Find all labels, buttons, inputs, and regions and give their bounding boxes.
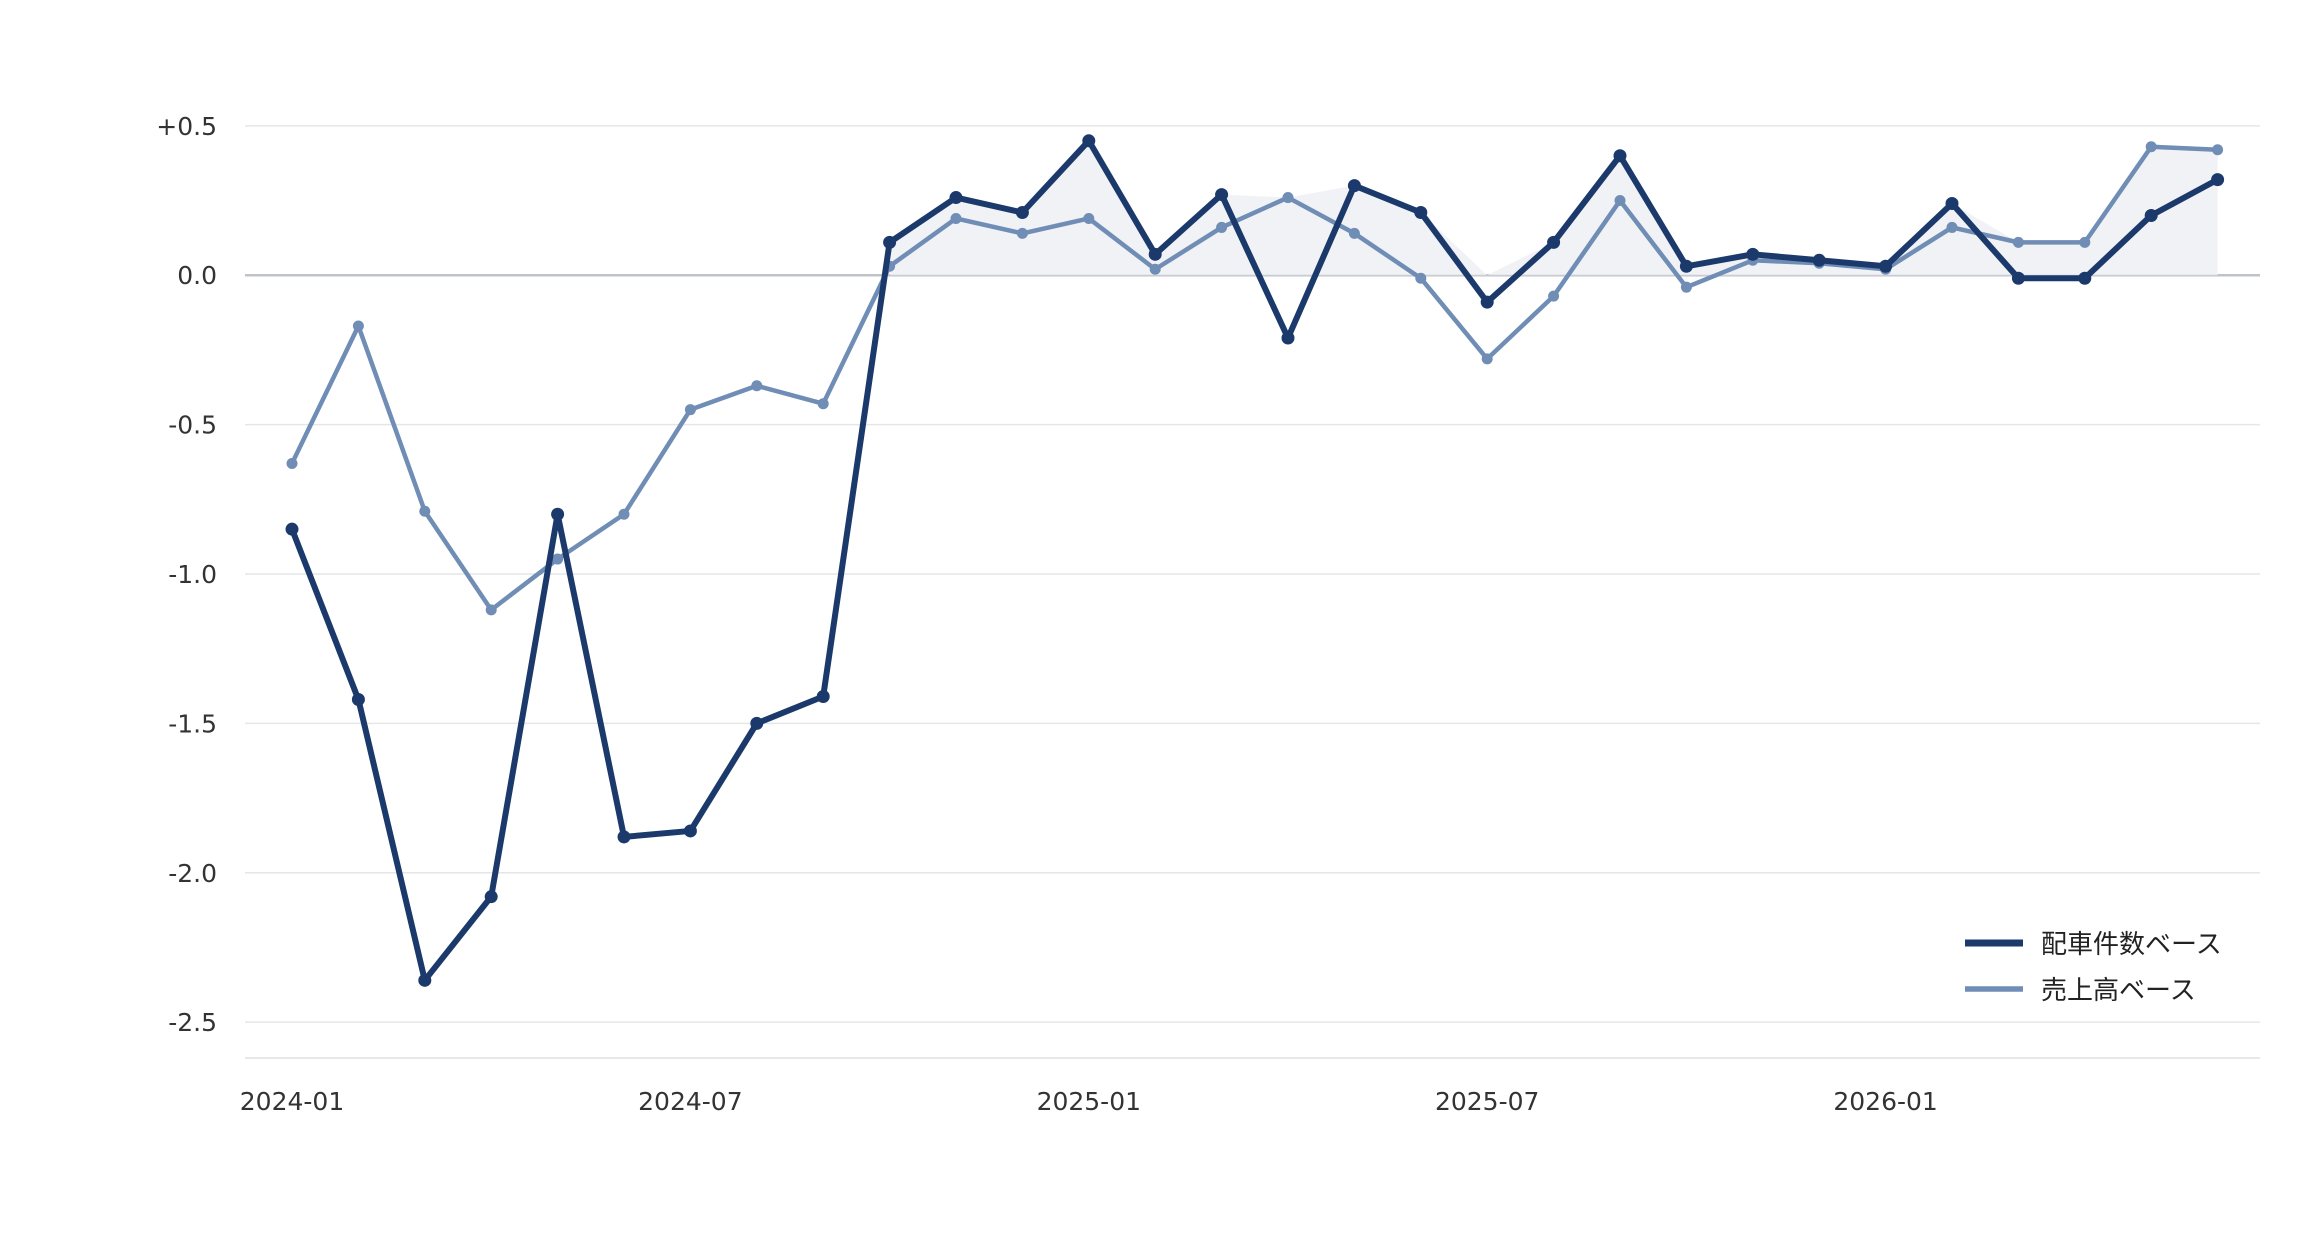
data-point-dispatch (418, 973, 432, 987)
data-point-dispatch (2211, 173, 2225, 187)
data-point-sales (684, 404, 696, 416)
y-tick-label: +0.5 (156, 112, 217, 141)
data-point-dispatch (1746, 247, 1760, 261)
data-point-dispatch (1414, 205, 1428, 219)
data-point-dispatch (2144, 208, 2158, 222)
data-point-dispatch (2011, 271, 2025, 285)
x-tick-label: 2026-01 (1833, 1087, 1937, 1116)
grid-layer (245, 125, 2260, 1023)
data-point-dispatch (1215, 188, 1229, 202)
y-tick-label: -0.5 (168, 411, 217, 440)
data-point-sales (1282, 192, 1294, 204)
data-point-sales (485, 604, 497, 616)
data-point-dispatch (285, 522, 299, 536)
data-point-sales (2212, 144, 2224, 156)
data-point-dispatch (617, 830, 631, 844)
data-point-dispatch (1613, 149, 1627, 163)
data-point-dispatch (1015, 205, 1029, 219)
data-point-sales (419, 505, 431, 517)
data-point-sales (1614, 195, 1626, 207)
data-point-dispatch (1082, 134, 1096, 148)
data-point-dispatch (551, 507, 565, 521)
y-tick-label: 0.0 (177, 261, 217, 290)
data-point-dispatch (883, 235, 897, 249)
fill-layer (889, 140, 2218, 276)
data-point-sales (751, 380, 763, 392)
data-point-sales (1481, 353, 1493, 365)
y-tick-label: -1.0 (168, 560, 217, 589)
positive-area-fill (889, 140, 2218, 276)
data-point-dispatch (816, 689, 830, 703)
data-point-dispatch (1148, 247, 1162, 261)
legend-label: 配車件数ベース (2041, 930, 2222, 960)
data-point-dispatch (1281, 331, 1295, 345)
y-tick-label: -2.5 (168, 1008, 217, 1037)
data-point-dispatch (2078, 271, 2092, 285)
y-tick-label: -1.5 (168, 709, 217, 738)
data-point-sales (618, 508, 630, 520)
data-point-dispatch (683, 824, 697, 838)
data-point-sales (1680, 281, 1692, 293)
data-point-sales (950, 212, 962, 224)
x-tick-label: 2024-07 (638, 1087, 742, 1116)
data-point-sales (817, 398, 829, 410)
data-point-sales (1216, 221, 1228, 233)
data-point-dispatch (1679, 259, 1693, 273)
x-tick-label: 2024-01 (240, 1087, 344, 1116)
data-point-sales (1415, 272, 1427, 284)
y-tick-label: -2.0 (168, 859, 217, 888)
x-tick-label: 2025-01 (1037, 1087, 1141, 1116)
data-point-sales (552, 553, 564, 565)
data-point-sales (1946, 221, 1958, 233)
data-point-sales (1083, 212, 1095, 224)
data-point-dispatch (1879, 259, 1893, 273)
data-point-sales (1149, 263, 1161, 275)
data-point-dispatch (484, 890, 498, 904)
data-point-sales (352, 320, 364, 332)
series-layer (285, 134, 2225, 987)
data-point-dispatch (750, 716, 764, 730)
data-point-dispatch (1480, 295, 1494, 309)
data-point-dispatch (949, 191, 963, 205)
data-point-sales (2079, 236, 2091, 248)
data-point-sales (1016, 227, 1028, 239)
data-point-sales (1348, 227, 1360, 239)
legend-label: 売上高ベース (2041, 976, 2196, 1006)
data-point-sales (2012, 236, 2024, 248)
data-point-sales (1548, 290, 1560, 302)
data-point-sales (286, 457, 298, 469)
data-point-dispatch (351, 692, 365, 706)
data-point-dispatch (1547, 235, 1561, 249)
data-point-dispatch (1347, 179, 1361, 193)
data-point-sales (2145, 141, 2157, 153)
x-tick-label: 2025-07 (1435, 1087, 1539, 1116)
series-line-dispatch (289, 137, 2221, 984)
series-line-sales (289, 144, 2220, 613)
data-point-dispatch (1812, 253, 1826, 267)
data-point-dispatch (1945, 197, 1959, 211)
axis-layer: +0.5 0.0 -0.5 -1.0 -1.5 -2.0 -2.5 2024-01 2024-0… (156, 112, 2260, 1116)
